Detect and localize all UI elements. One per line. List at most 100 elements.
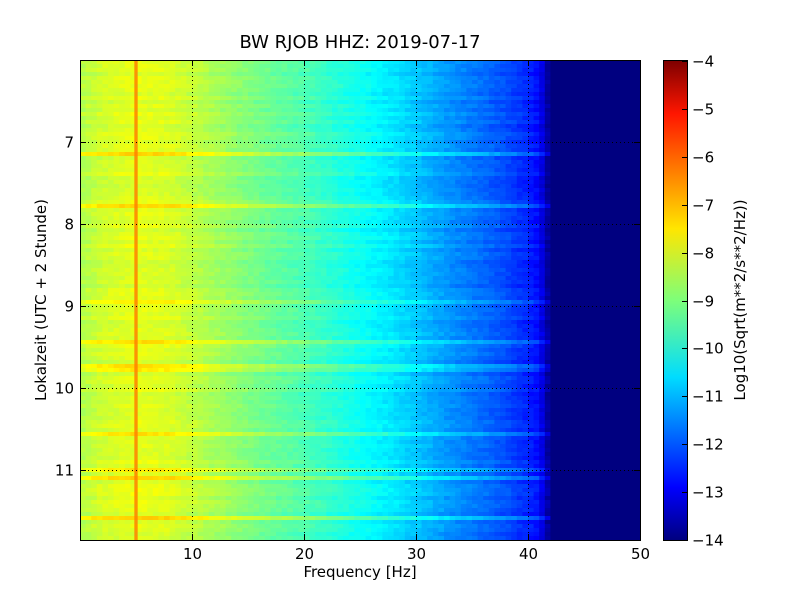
heatmap-cell (147, 248, 154, 253)
heatmap-cell (600, 200, 607, 205)
heatmap-cell (376, 248, 383, 253)
heatmap-cell (130, 132, 137, 137)
heatmap-cell (124, 216, 131, 221)
heatmap-cell (264, 236, 271, 241)
heatmap-cell (634, 68, 640, 73)
heatmap-cell (141, 176, 148, 181)
heatmap-cell (180, 108, 187, 113)
heatmap-cell (169, 228, 176, 233)
heatmap-cell (158, 228, 165, 233)
heatmap-cell (455, 228, 462, 233)
heatmap-cell (505, 228, 512, 233)
heatmap-cell (248, 104, 255, 109)
heatmap-cell (85, 144, 92, 149)
heatmap-cell (427, 148, 434, 153)
heatmap-cell (360, 212, 367, 217)
heatmap-cell (360, 80, 367, 85)
heatmap-cell (595, 61, 602, 65)
heatmap-cell (192, 240, 199, 245)
heatmap-cell (494, 124, 501, 129)
heatmap-cell (236, 240, 243, 245)
heatmap-cell (578, 132, 585, 137)
heatmap-cell (483, 112, 490, 117)
heatmap-cell (248, 168, 255, 173)
heatmap-cell (248, 148, 255, 153)
heatmap-cell (528, 188, 535, 193)
heatmap-cell (494, 236, 501, 241)
heatmap-cell (578, 156, 585, 161)
heatmap-cell (371, 100, 378, 105)
heatmap-cell (136, 184, 143, 189)
heatmap-cell (169, 172, 176, 177)
heatmap-cell (287, 220, 294, 225)
heatmap-cell (281, 116, 288, 121)
heatmap-cell (298, 80, 305, 85)
heatmap-cell (186, 244, 193, 249)
heatmap-cell (628, 200, 635, 205)
heatmap-cell (298, 232, 305, 237)
heatmap-cell (102, 92, 109, 97)
heatmap-cell (136, 152, 143, 157)
heatmap-cell (287, 132, 294, 137)
heatmap-cell (354, 136, 361, 141)
heatmap-cell (158, 160, 165, 165)
heatmap-cell (315, 184, 322, 189)
heatmap-cell (343, 100, 350, 105)
heatmap-cell (220, 136, 227, 141)
heatmap-cell (158, 68, 165, 73)
heatmap-cell (169, 64, 176, 69)
heatmap-cell (427, 244, 434, 249)
heatmap-cell (264, 164, 271, 169)
heatmap-cell (360, 120, 367, 125)
heatmap-cell (326, 76, 333, 81)
heatmap-cell (600, 116, 607, 121)
heatmap-cell (136, 92, 143, 97)
heatmap-cell (399, 208, 406, 213)
heatmap-cell (578, 76, 585, 81)
heatmap-cell (466, 176, 473, 181)
heatmap-cell (276, 80, 283, 85)
heatmap-cell (427, 196, 434, 201)
heatmap-cell (85, 80, 92, 85)
heatmap-cell (550, 100, 557, 105)
heatmap-cell (113, 120, 120, 125)
heatmap-cell (203, 72, 210, 77)
heatmap-cell (449, 216, 456, 221)
heatmap-cell (236, 220, 243, 225)
heatmap-cell (388, 208, 395, 213)
heatmap-cell (169, 180, 176, 185)
heatmap-cell (410, 228, 417, 233)
heatmap-cell (158, 120, 165, 125)
heatmap-cell (332, 200, 339, 205)
heatmap-cell (108, 88, 115, 93)
heatmap-cell (130, 61, 137, 65)
heatmap-cell (343, 136, 350, 141)
heatmap-cell (416, 192, 423, 197)
heatmap-cell (376, 224, 383, 229)
heatmap-cell (85, 124, 92, 129)
heatmap-cell (130, 64, 137, 69)
heatmap-cell (388, 180, 395, 185)
heatmap-cell (220, 168, 227, 173)
heatmap-cell (388, 64, 395, 69)
heatmap-cell (164, 216, 171, 221)
heatmap-cell (634, 160, 640, 165)
heatmap-cell (600, 120, 607, 125)
heatmap-cell (281, 228, 288, 233)
heatmap-cell (488, 128, 495, 133)
heatmap-cell (483, 228, 490, 233)
heatmap-cell (500, 160, 507, 165)
heatmap-cell (348, 160, 355, 165)
heatmap-cell (270, 240, 277, 245)
heatmap-cell (169, 108, 176, 113)
heatmap-cell (214, 192, 221, 197)
heatmap-cell (404, 176, 411, 181)
heatmap-cell (365, 188, 372, 193)
heatmap-cell (617, 204, 624, 209)
heatmap-cell (152, 176, 159, 181)
heatmap-cell (371, 164, 378, 169)
heatmap-cell (572, 140, 579, 145)
heatmap-cell (276, 196, 283, 201)
heatmap-cell (444, 184, 451, 189)
heatmap-cell (606, 136, 613, 141)
